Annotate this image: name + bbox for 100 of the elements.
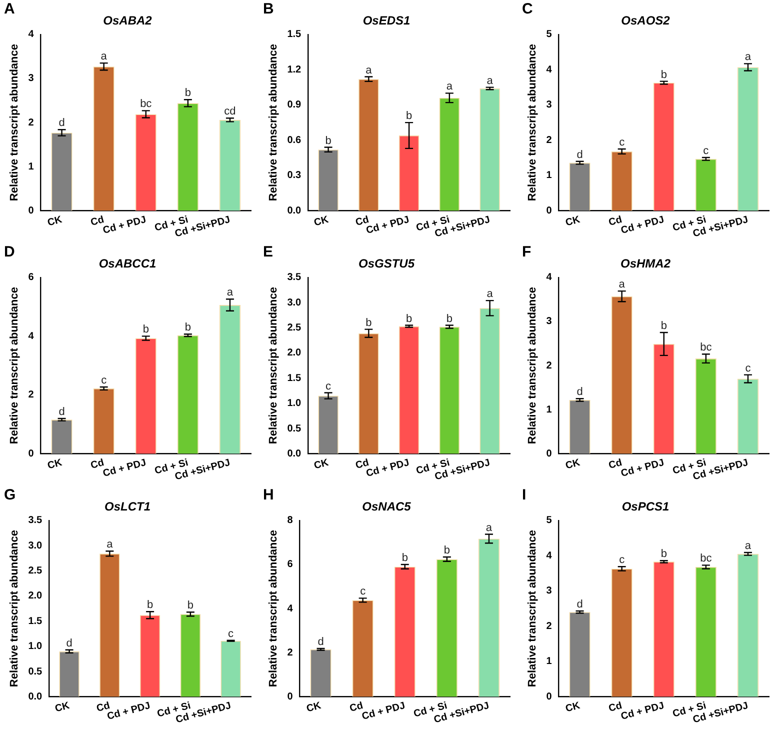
y-tick-label: 0 <box>28 205 34 216</box>
annotation: b <box>660 68 667 81</box>
y-axis-title: Relative transcript abundance <box>8 44 21 202</box>
y-tick-label: 1.2 <box>287 64 302 76</box>
y-tick-label: 4 <box>287 603 294 614</box>
y-tick-label: 1.0 <box>287 398 302 410</box>
annotation: c <box>703 145 710 158</box>
y-tick-label: 4 <box>28 330 34 342</box>
y-tick-label: 2 <box>28 117 34 128</box>
y-axis-title: Relative transcript abundance <box>526 44 539 202</box>
annotation: bc <box>140 98 152 110</box>
x-tick-label: CK <box>312 214 331 229</box>
y-tick-label: 2.5 <box>287 322 302 334</box>
y-tick-label: 1.5 <box>287 29 302 40</box>
annotation: bc <box>700 552 712 565</box>
chart-title: OsGSTU5 <box>358 256 415 271</box>
y-axis-title: Relative transcript abundance <box>268 287 280 444</box>
y-tick-label: 2 <box>546 360 552 372</box>
annotation: a <box>744 51 752 64</box>
annotation: a <box>486 522 493 534</box>
text: F <box>522 244 532 261</box>
y-tick-label: 0.3 <box>287 170 302 182</box>
y-tick-label: 3 <box>28 73 34 84</box>
text: A <box>4 0 15 18</box>
chart-title: OsPCS1 <box>622 500 670 514</box>
chart-title: OsABCC1 <box>98 256 156 271</box>
annotation: d <box>66 637 72 650</box>
annotation: a <box>106 538 114 551</box>
y-tick-label: 3 <box>546 316 552 328</box>
annotation: a <box>486 288 494 300</box>
y-tick-label: 4 <box>546 272 552 284</box>
annotation: a <box>100 50 108 63</box>
annotation: b <box>402 552 408 564</box>
annotation: d <box>576 148 583 161</box>
annotation: b <box>184 87 191 100</box>
y-tick-label: 6 <box>287 559 294 570</box>
annotation: bc <box>700 342 712 354</box>
y-tick-label: 0.9 <box>287 100 302 111</box>
y-tick-label: 1 <box>546 656 552 668</box>
y-axis-title: Relative transcript abundance <box>8 530 21 688</box>
y-tick-label: 0.6 <box>287 134 302 146</box>
annotation: a <box>618 278 626 291</box>
annotation: c <box>360 586 366 598</box>
annotation: b <box>325 134 332 147</box>
y-tick-label: 0 <box>28 448 34 460</box>
text: C <box>522 0 533 18</box>
y-tick-label: 2 <box>28 390 34 401</box>
annotation: b <box>406 312 412 325</box>
annotation: b <box>406 110 412 122</box>
annotation: d <box>576 386 583 398</box>
y-axis-title: Relative transcript abundance <box>526 530 539 688</box>
annotation: d <box>58 406 65 418</box>
annotation: b <box>446 312 452 325</box>
annotation: b <box>146 599 154 612</box>
annotation: c <box>326 380 332 392</box>
y-tick-label: 0.0 <box>287 205 302 216</box>
y-tick-label: 1.5 <box>287 372 302 384</box>
annotation: a <box>366 64 373 76</box>
annotation: a <box>226 286 234 299</box>
y-tick-label: 0 <box>546 691 552 702</box>
annotation: d <box>58 117 65 130</box>
y-tick-label: 2 <box>287 647 294 658</box>
y-tick-label: 0.5 <box>287 423 302 434</box>
chart-title: OsAOS2 <box>621 14 670 28</box>
y-tick-label: 1 <box>28 161 34 172</box>
annotation: a <box>446 80 454 93</box>
y-tick-label: 2.5 <box>28 566 43 577</box>
y-tick-label: 0.0 <box>287 448 302 460</box>
y-tick-label: 3 <box>546 586 552 597</box>
y-tick-label: 3.0 <box>28 540 43 552</box>
text: D <box>4 244 15 261</box>
x-tick-label: CK <box>46 457 64 472</box>
y-tick-label: 8 <box>287 515 294 526</box>
annotation: b <box>660 320 667 332</box>
annotation: a <box>486 74 494 87</box>
x-tick-label: CK <box>312 457 331 472</box>
text: I <box>522 486 526 504</box>
x-tick-label: CK <box>564 700 582 715</box>
text: B <box>263 0 274 18</box>
chart-title: OsEDS1 <box>362 14 410 28</box>
y-tick-label: 5 <box>546 515 552 526</box>
annotation: b <box>660 548 667 560</box>
y-tick-label: 1 <box>546 170 552 182</box>
x-tick-label: CK <box>564 214 582 229</box>
annotation: cd <box>224 106 236 118</box>
y-tick-label: 0 <box>546 448 552 460</box>
y-tick-label: 2.0 <box>287 348 302 359</box>
y-tick-label: 1.5 <box>28 616 43 627</box>
annotation: c <box>228 628 234 640</box>
annotation: d <box>576 598 583 611</box>
annotation: b <box>444 544 450 557</box>
y-tick-label: 0 <box>287 691 294 702</box>
y-tick-label: 1.0 <box>28 641 43 652</box>
y-tick-label: 3.5 <box>287 272 302 284</box>
y-tick-label: 1 <box>546 404 552 416</box>
chart-title: OsNAC5 <box>362 500 412 514</box>
y-tick-label: 4 <box>546 64 552 76</box>
y-tick-label: 3 <box>546 100 552 111</box>
y-tick-label: 0.5 <box>28 666 43 678</box>
chart-title: OsHMA2 <box>620 256 671 271</box>
